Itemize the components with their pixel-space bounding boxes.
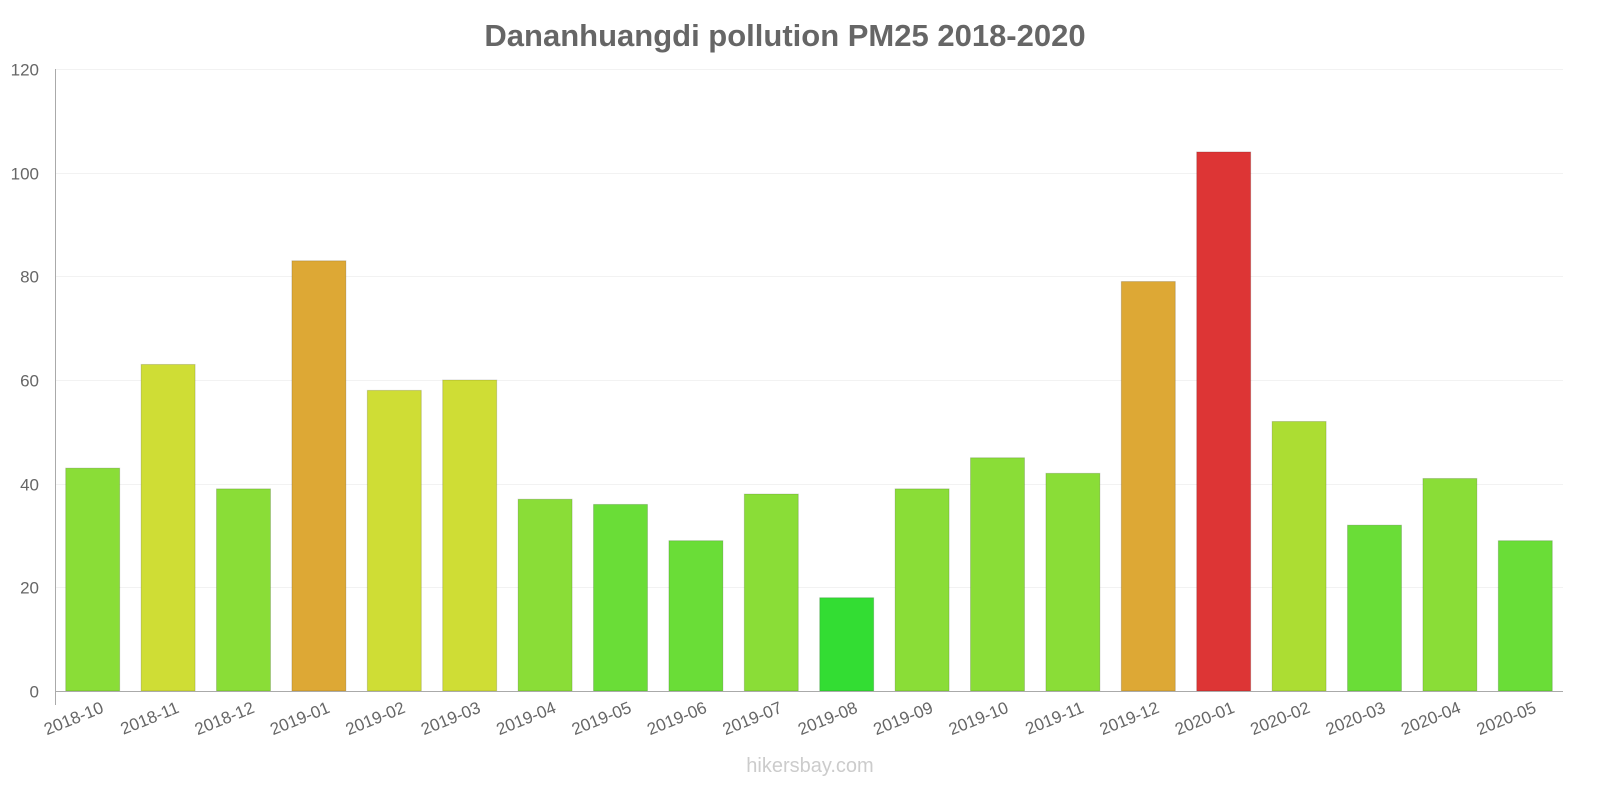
bar-2018-11[interactable] xyxy=(140,363,196,692)
x-tick-label: 2019-02 xyxy=(343,698,408,739)
bar-2019-01[interactable] xyxy=(291,260,347,692)
x-axis-ticks: 2018-10 2018-11 2018-12 2019-01 2019-02 2019-… xyxy=(41,698,1539,739)
y-tick-label: 20 xyxy=(20,579,39,598)
bar-2019-05[interactable] xyxy=(593,503,648,692)
x-tick-label: 2018-10 xyxy=(41,698,106,739)
x-tick-label: 2019-03 xyxy=(418,698,483,739)
x-tick-label: 2020-03 xyxy=(1323,698,1388,739)
y-axis-ticks: 0 20 40 60 80 100 120 xyxy=(11,61,39,702)
y-tick-label: 40 xyxy=(20,476,39,495)
x-tick-label: 2019-10 xyxy=(946,698,1011,739)
x-tick-label: 2019-01 xyxy=(267,698,332,739)
x-tick-label: 2018-12 xyxy=(192,698,257,739)
bar-2020-02[interactable] xyxy=(1271,420,1327,692)
x-tick-label: 2019-11 xyxy=(1023,698,1087,739)
bar-2018-10[interactable] xyxy=(65,467,121,692)
bar-2020-01[interactable] xyxy=(1196,151,1252,692)
bar-2019-06[interactable] xyxy=(668,540,724,692)
x-tick-label: 2019-06 xyxy=(644,698,709,739)
bars xyxy=(65,151,1553,692)
y-tick-label: 80 xyxy=(20,268,39,287)
x-tick-label: 2019-09 xyxy=(871,698,936,739)
x-tick-label: 2018-11 xyxy=(118,698,182,739)
x-tick-label: 2019-05 xyxy=(569,698,634,739)
bar-2019-09[interactable] xyxy=(894,488,950,692)
bar-2019-04[interactable] xyxy=(517,498,573,692)
bar-2019-03[interactable] xyxy=(442,379,498,692)
watermark: hikersbay.com xyxy=(746,755,873,777)
bar-2019-11[interactable] xyxy=(1045,472,1101,692)
y-tick-label: 60 xyxy=(20,372,39,391)
chart-title: Dananhuangdi pollution PM25 2018-2020 xyxy=(484,18,1085,53)
bar-2019-07[interactable] xyxy=(743,493,799,692)
x-tick-label: 2020-04 xyxy=(1398,698,1463,739)
x-tick-label: 2019-07 xyxy=(720,698,785,739)
x-tick-label: 2020-05 xyxy=(1474,698,1539,739)
y-tick-label: 0 xyxy=(30,683,39,702)
x-tick-label: 2019-12 xyxy=(1097,698,1162,739)
x-tick-label: 2020-01 xyxy=(1172,698,1237,739)
bar-2020-04[interactable] xyxy=(1422,477,1478,692)
bar-2019-12[interactable] xyxy=(1120,281,1176,692)
grid-lines xyxy=(55,69,1563,588)
x-tick-label: 2020-02 xyxy=(1248,698,1313,739)
y-tick-label: 100 xyxy=(11,165,39,184)
bar-2020-03[interactable] xyxy=(1347,524,1402,692)
bar-2018-12[interactable] xyxy=(216,488,271,692)
x-tick-label: 2019-04 xyxy=(494,698,559,739)
bar-2020-05[interactable] xyxy=(1497,540,1553,692)
bar-2019-02[interactable] xyxy=(366,389,422,692)
y-tick-label: 120 xyxy=(11,61,39,80)
x-tick-label: 2019-08 xyxy=(795,698,860,739)
bar-2019-08[interactable] xyxy=(819,597,875,692)
bar-2019-10[interactable] xyxy=(970,457,1025,692)
